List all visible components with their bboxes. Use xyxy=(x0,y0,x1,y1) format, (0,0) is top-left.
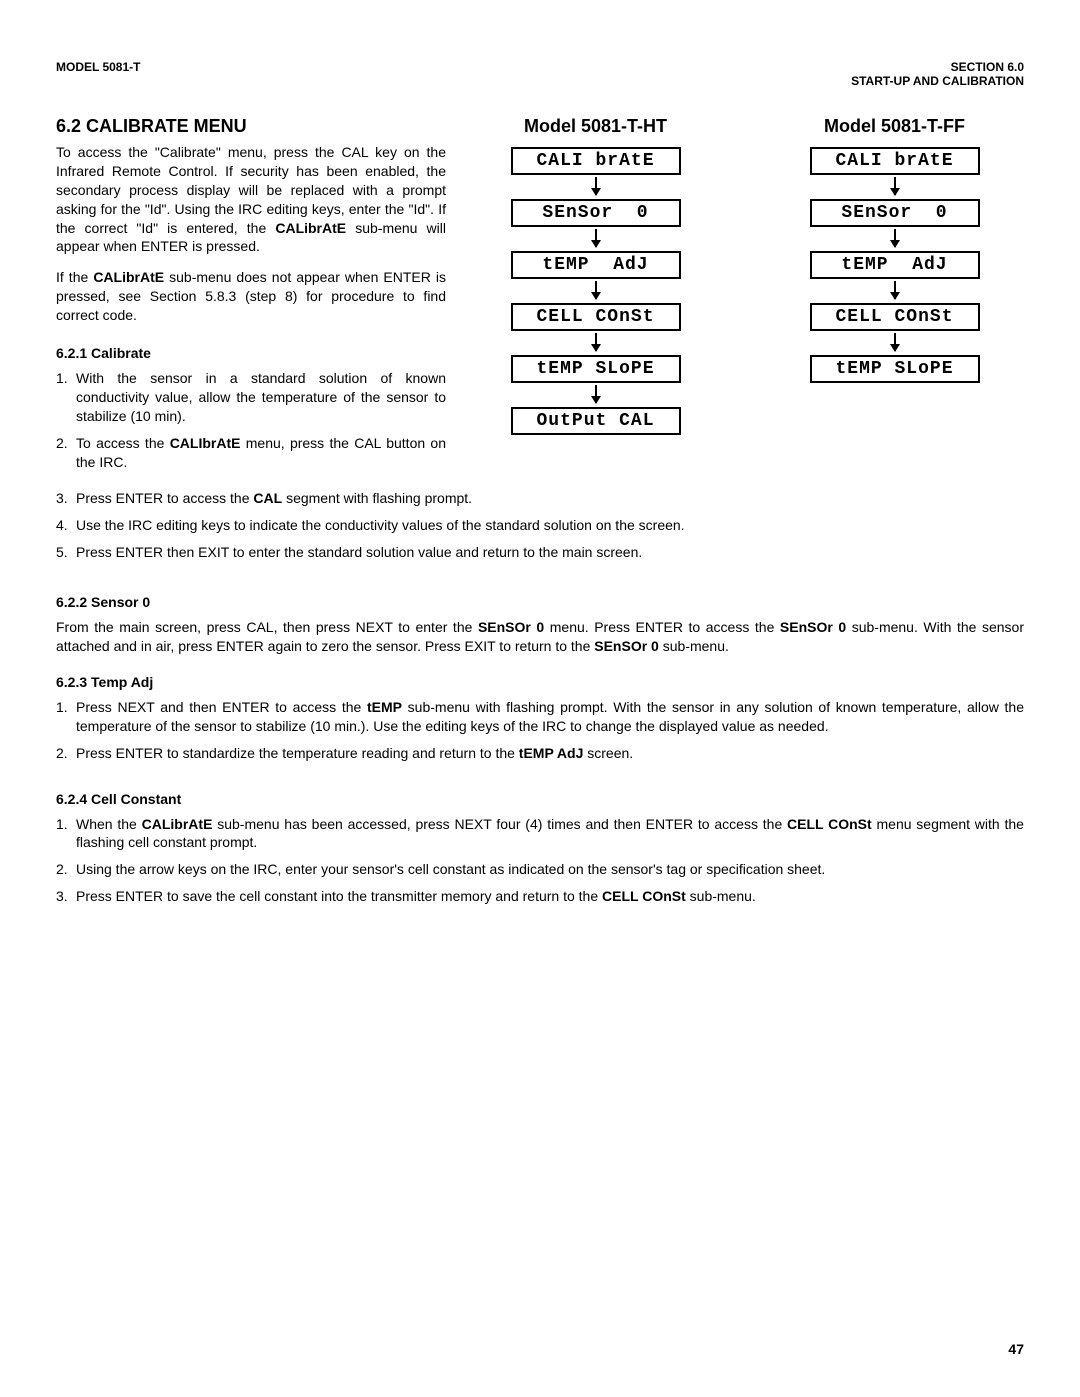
item-pre: Press NEXT and then ENTER to access the xyxy=(76,699,367,715)
paragraph-622: From the main screen, press CAL, then pr… xyxy=(56,618,1024,656)
p622-pre: From the main screen, press CAL, then pr… xyxy=(56,619,478,635)
list-621: 1.With the sensor in a standard solution… xyxy=(56,369,446,471)
diagram-ht-title: Model 5081-T-HT xyxy=(524,116,667,137)
arrow-down-icon xyxy=(595,229,597,247)
lcd-box: CELL COnSt xyxy=(511,303,681,331)
diagram-ff: Model 5081-T-FF CALI brAtE SEnSor 0 tEMP… xyxy=(810,116,980,383)
list-623: 1.Press NEXT and then ENTER to access th… xyxy=(56,698,1024,763)
list-621-cont: 3.Press ENTER to access the CAL segment … xyxy=(56,489,1024,562)
header-right: SECTION 6.0 START-UP AND CALIBRATION xyxy=(851,60,1024,88)
list-item: 1.With the sensor in a standard solution… xyxy=(56,369,446,426)
item-pre: Press ENTER to access the xyxy=(76,490,253,506)
intro-paragraph-2: If the CALibrAtE sub-menu does not appea… xyxy=(56,268,446,325)
p622-tail: sub-menu. xyxy=(659,638,729,654)
arrow-down-icon xyxy=(595,333,597,351)
list-item: 2.Press ENTER to standardize the tempera… xyxy=(56,744,1024,763)
intro1-bold: CALibrAtE xyxy=(275,220,346,236)
lcd-box: CELL COnSt xyxy=(810,303,980,331)
header-left: MODEL 5081-T xyxy=(56,60,140,74)
list-item: 1.Press NEXT and then ENTER to access th… xyxy=(56,698,1024,736)
list-item: 3.Press ENTER to access the CAL segment … xyxy=(56,489,1024,508)
item-bold: tEMP AdJ xyxy=(519,745,584,761)
arrow-down-icon xyxy=(894,281,896,299)
item-post: sub-menu. xyxy=(686,888,756,904)
list-item: 1.When the CALibrAtE sub-menu has been a… xyxy=(56,815,1024,853)
item-num: 1. xyxy=(56,698,76,717)
intro2-pre: If the xyxy=(56,269,93,285)
item-pre: Press ENTER to standardize the temperatu… xyxy=(76,745,519,761)
lcd-box: SEnSor 0 xyxy=(511,199,681,227)
item-num: 2. xyxy=(56,434,76,453)
item-text: Use the IRC editing keys to indicate the… xyxy=(76,517,685,533)
item-bold: CAL xyxy=(253,490,282,506)
p622-m1: menu. Press ENTER to access the xyxy=(544,619,780,635)
intro-paragraph-1: To access the "Calibrate" menu, press th… xyxy=(56,143,446,256)
item-num: 2. xyxy=(56,860,76,879)
item-num: 4. xyxy=(56,516,76,535)
lcd-box: CALI brAtE xyxy=(810,147,980,175)
subsection-622-title: 6.2.2 Sensor 0 xyxy=(56,594,1024,610)
list-item: 3.Press ENTER to save the cell constant … xyxy=(56,887,1024,906)
list-624: 1.When the CALibrAtE sub-menu has been a… xyxy=(56,815,1024,907)
item-bold: CELL COnSt xyxy=(602,888,686,904)
item-text: With the sensor in a standard solution o… xyxy=(76,370,446,424)
item-num: 5. xyxy=(56,543,76,562)
main-content-row: 6.2 CALIBRATE MENU To access the "Calibr… xyxy=(56,116,1024,479)
page-header: MODEL 5081-T SECTION 6.0 START-UP AND CA… xyxy=(56,60,1024,88)
item-num: 3. xyxy=(56,887,76,906)
arrow-down-icon xyxy=(595,385,597,403)
lcd-box: OutPut CAL xyxy=(511,407,681,435)
full-width-content: 3.Press ENTER to access the CAL segment … xyxy=(56,489,1024,906)
item-text: Using the arrow keys on the IRC, enter y… xyxy=(76,861,825,877)
item-text: Press ENTER then EXIT to enter the stand… xyxy=(76,544,642,560)
lcd-box: CALI brAtE xyxy=(511,147,681,175)
item-bold: tEMP xyxy=(367,699,402,715)
diagrams-column: Model 5081-T-HT CALI brAtE SEnSor 0 tEMP… xyxy=(466,116,1024,479)
item-pre: To access the xyxy=(76,435,170,451)
item-post: screen. xyxy=(583,745,633,761)
lcd-box: tEMP SLoPE xyxy=(511,355,681,383)
p622-b3: SEnSOr 0 xyxy=(594,638,659,654)
diagram-ff-title: Model 5081-T-FF xyxy=(824,116,965,137)
arrow-down-icon xyxy=(595,177,597,195)
header-right-line1: SECTION 6.0 xyxy=(851,60,1024,74)
item-pre: When the xyxy=(76,816,142,832)
arrow-down-icon xyxy=(894,229,896,247)
subsection-624-title: 6.2.4 Cell Constant xyxy=(56,791,1024,807)
arrow-down-icon xyxy=(894,333,896,351)
lcd-box: tEMP SLoPE xyxy=(810,355,980,383)
header-right-line2: START-UP AND CALIBRATION xyxy=(851,74,1024,88)
arrow-down-icon xyxy=(894,177,896,195)
p622-b1: SEnSOr 0 xyxy=(478,619,544,635)
item-pre: Press ENTER to save the cell constant in… xyxy=(76,888,602,904)
item-bold: CALIbrAtE xyxy=(170,435,241,451)
item-num: 3. xyxy=(56,489,76,508)
item-num: 1. xyxy=(56,369,76,388)
section-title: 6.2 CALIBRATE MENU xyxy=(56,116,446,137)
item-post: segment with flashing prompt. xyxy=(282,490,472,506)
item-mid: sub-menu has been accessed, press NEXT f… xyxy=(212,816,787,832)
p622-b2: SEnSOr 0 xyxy=(780,619,846,635)
lcd-box: SEnSor 0 xyxy=(810,199,980,227)
item-bold: CALibrAtE xyxy=(142,816,213,832)
list-item: 4.Use the IRC editing keys to indicate t… xyxy=(56,516,1024,535)
diagram-ht: Model 5081-T-HT CALI brAtE SEnSor 0 tEMP… xyxy=(511,116,681,435)
list-item: 5.Press ENTER then EXIT to enter the sta… xyxy=(56,543,1024,562)
subsection-621-title: 6.2.1 Calibrate xyxy=(56,345,446,361)
arrow-down-icon xyxy=(595,281,597,299)
lcd-box: tEMP AdJ xyxy=(810,251,980,279)
item-bold2: CELL COnSt xyxy=(787,816,872,832)
intro2-bold: CALibrAtE xyxy=(93,269,164,285)
item-num: 2. xyxy=(56,744,76,763)
list-item: 2.Using the arrow keys on the IRC, enter… xyxy=(56,860,1024,879)
lcd-box: tEMP AdJ xyxy=(511,251,681,279)
list-item: 2.To access the CALIbrAtE menu, press th… xyxy=(56,434,446,472)
subsection-623-title: 6.2.3 Temp Adj xyxy=(56,674,1024,690)
left-column: 6.2 CALIBRATE MENU To access the "Calibr… xyxy=(56,116,446,479)
page-number: 47 xyxy=(1008,1341,1024,1357)
item-num: 1. xyxy=(56,815,76,834)
